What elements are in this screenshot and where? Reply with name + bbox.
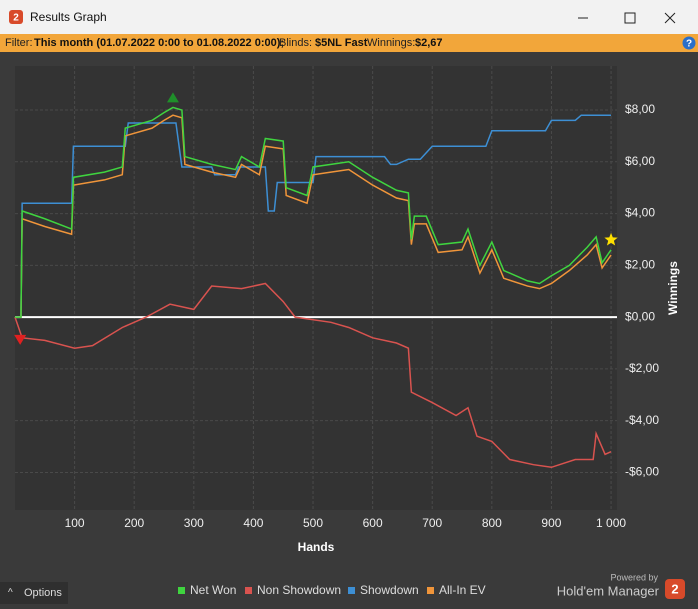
x-axis-label: Hands <box>298 540 335 554</box>
legend-swatch <box>348 587 355 594</box>
y-tick-label: $2,00 <box>625 258 655 272</box>
legend-label: Showdown <box>360 583 419 597</box>
legend: Net Won Non Showdown Showdown All-In EV <box>178 583 486 597</box>
legend-label: Net Won <box>190 583 236 597</box>
blinds-value: $5NL Fast <box>315 37 368 49</box>
filter-label: Filter: <box>5 37 33 49</box>
y-axis-label: Winnings <box>666 261 680 315</box>
window-title: Results Graph <box>30 10 107 24</box>
winnings-value: $2,67 <box>415 37 443 49</box>
help-button[interactable] <box>682 36 696 50</box>
x-tick-label: 500 <box>303 516 323 530</box>
y-tick-label: $0,00 <box>625 309 655 323</box>
maximize-button[interactable] <box>624 12 636 24</box>
x-tick-label: 800 <box>482 516 502 530</box>
filter-period: This month (01.07.2022 0:00 to 01.08.202… <box>34 37 284 49</box>
y-tick-label: $4,00 <box>625 206 655 220</box>
app-icon-text: 2 <box>13 13 19 24</box>
app-icon <box>9 10 23 24</box>
blinds-label: Blinds: <box>279 37 312 49</box>
y-tick-label: -$6,00 <box>625 465 659 479</box>
y-tick-label: $6,00 <box>625 154 655 168</box>
legend-label: Non Showdown <box>257 583 341 597</box>
powered-by: Powered by <box>610 572 658 582</box>
plot-area <box>15 66 617 510</box>
y-tick-label: -$2,00 <box>625 361 659 375</box>
legend-swatch <box>245 587 252 594</box>
options-text: Options <box>24 587 62 599</box>
y-tick-label: $8,00 <box>625 102 655 116</box>
title-bar <box>0 0 698 34</box>
final-marker <box>604 232 618 246</box>
x-tick-label: 400 <box>243 516 263 530</box>
legend-swatch <box>427 587 434 594</box>
max-marker <box>166 92 179 103</box>
x-tick-label: 1 000 <box>596 516 626 530</box>
min-marker <box>14 334 27 345</box>
options-button[interactable] <box>0 582 68 604</box>
close-button[interactable] <box>664 12 676 24</box>
x-tick-label: 600 <box>363 516 383 530</box>
options-caret: ^ <box>8 588 13 599</box>
x-tick-label: 300 <box>184 516 204 530</box>
winnings-label: Winnings: <box>367 37 415 49</box>
x-tick-label: 700 <box>422 516 442 530</box>
y-tick-label: -$4,00 <box>625 413 659 427</box>
brand-name: Hold'em Manager <box>557 583 660 598</box>
plot: 100 200 300 400 500 600 700 800 900 1 000 $8,00 $6,… <box>14 66 659 530</box>
filter-bar <box>0 34 698 52</box>
legend-label: All-In EV <box>439 583 486 597</box>
brand-icon <box>665 579 685 599</box>
x-tick-label: 200 <box>124 516 144 530</box>
help-text: ? <box>686 39 692 50</box>
legend-swatch <box>178 587 185 594</box>
x-tick-label: 100 <box>65 516 85 530</box>
series-line <box>15 106 612 318</box>
brand-icon-text: 2 <box>671 581 678 596</box>
x-tick-label: 900 <box>541 516 561 530</box>
series-line <box>14 282 612 469</box>
series-line <box>15 114 612 318</box>
